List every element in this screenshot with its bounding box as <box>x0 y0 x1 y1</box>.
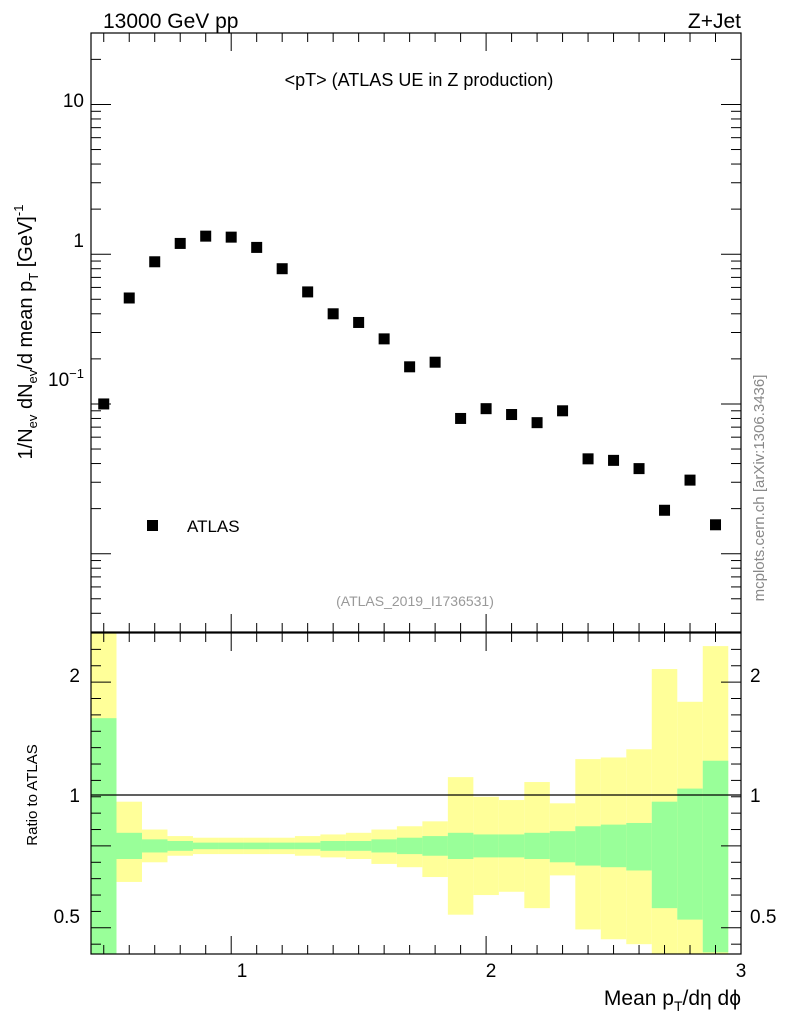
stat-band-bin <box>447 832 474 860</box>
data-point <box>659 504 671 516</box>
data-point <box>480 403 492 415</box>
main-y-axis-label: 1/Nev dNev/d mean pT [GeV]-1 <box>11 205 41 460</box>
ratio-y-axis-label: Ratio to ATLAS <box>24 744 41 845</box>
data-point <box>506 409 518 421</box>
stat-band-bin <box>524 832 550 860</box>
ratio-y-tick-1-right: 1 <box>750 786 761 807</box>
process-label: Z+Jet <box>688 10 741 33</box>
ratio-y-tick-0p5-left: 0.5 <box>54 907 80 928</box>
plot-title: <pT> (ATLAS UE in Z production) <box>285 70 554 90</box>
data-point <box>429 356 441 368</box>
legend-label: ATLAS <box>187 517 240 536</box>
main-tick-labels: 10 1 10−1 <box>48 91 84 391</box>
ratio-panel-frame <box>90 632 742 955</box>
stat-band-bin <box>626 822 652 871</box>
data-point <box>174 237 186 249</box>
data-point <box>276 263 288 275</box>
stat-band-bin <box>91 718 117 954</box>
y-tick-label-0p1: 10−1 <box>48 366 84 391</box>
stat-band-bin <box>269 842 295 850</box>
stat-band-bin <box>294 842 321 850</box>
stat-band-bin <box>141 839 168 853</box>
ratio-y-tick-0p5-right: 0.5 <box>750 907 776 928</box>
data-point <box>200 230 212 242</box>
stat-band-bin <box>575 826 601 866</box>
ratio-y-tick-2-right: 2 <box>750 666 761 687</box>
y-tick-label-10: 10 <box>63 91 84 112</box>
stat-band-bin <box>549 831 576 863</box>
stat-band-bin <box>116 832 142 860</box>
x-axis-label: Mean pT/dη dϕ <box>604 987 741 1014</box>
data-point <box>378 333 390 345</box>
data-point <box>225 231 237 243</box>
x-tick-label-3: 3 <box>736 961 747 982</box>
stat-band-bin <box>243 842 270 850</box>
data-point <box>455 412 467 424</box>
stat-band-bin <box>320 840 346 851</box>
data-point <box>633 463 645 475</box>
stat-band-bin <box>345 840 372 851</box>
energy-label: 13000 GeV pp <box>103 10 238 33</box>
data-point <box>404 361 416 373</box>
data-point <box>710 519 722 531</box>
analysis-id: (ATLAS_2019_I1736531) <box>336 593 494 609</box>
main-axis-ticks <box>91 32 742 633</box>
watermark: mcplots.cern.ch [arXiv:1306.3436] <box>751 375 768 602</box>
ratio-axis-ticks <box>91 633 742 954</box>
stat-band-bin <box>473 834 499 858</box>
data-point <box>608 454 620 466</box>
data-point <box>327 308 339 320</box>
data-point <box>353 316 365 328</box>
main-panel-frame <box>90 32 742 633</box>
stat-uncertainty-band <box>91 718 729 954</box>
total-uncertainty-band <box>91 633 729 954</box>
stat-band-bin <box>702 760 729 953</box>
data-point <box>149 256 161 268</box>
ratio-y-tick-1-left: 1 <box>69 786 80 807</box>
stat-band-bin <box>218 842 244 850</box>
data-point <box>557 405 569 417</box>
stat-band-bin <box>677 788 703 920</box>
stat-band-bin <box>600 824 627 868</box>
data-point <box>582 453 594 465</box>
data-point <box>531 417 543 429</box>
x-tick-label-2: 2 <box>486 961 497 982</box>
data-point <box>123 292 135 304</box>
stat-band-bin <box>192 842 219 850</box>
y-tick-label-1: 1 <box>73 231 84 252</box>
stat-band-bin <box>651 801 678 909</box>
data-point <box>251 241 263 253</box>
stat-band-bin <box>167 840 193 851</box>
stat-band-bin <box>422 836 448 856</box>
ratio-y-tick-2-left: 2 <box>69 666 80 687</box>
data-point <box>98 398 110 410</box>
data-point <box>684 474 696 486</box>
stat-band-bin <box>396 837 423 855</box>
stat-band-bin <box>371 839 397 853</box>
atlas-data-points <box>98 230 722 531</box>
stat-band-bin <box>498 834 525 858</box>
data-point <box>302 286 314 298</box>
legend-marker <box>147 520 158 531</box>
x-tick-label-1: 1 <box>237 961 248 982</box>
